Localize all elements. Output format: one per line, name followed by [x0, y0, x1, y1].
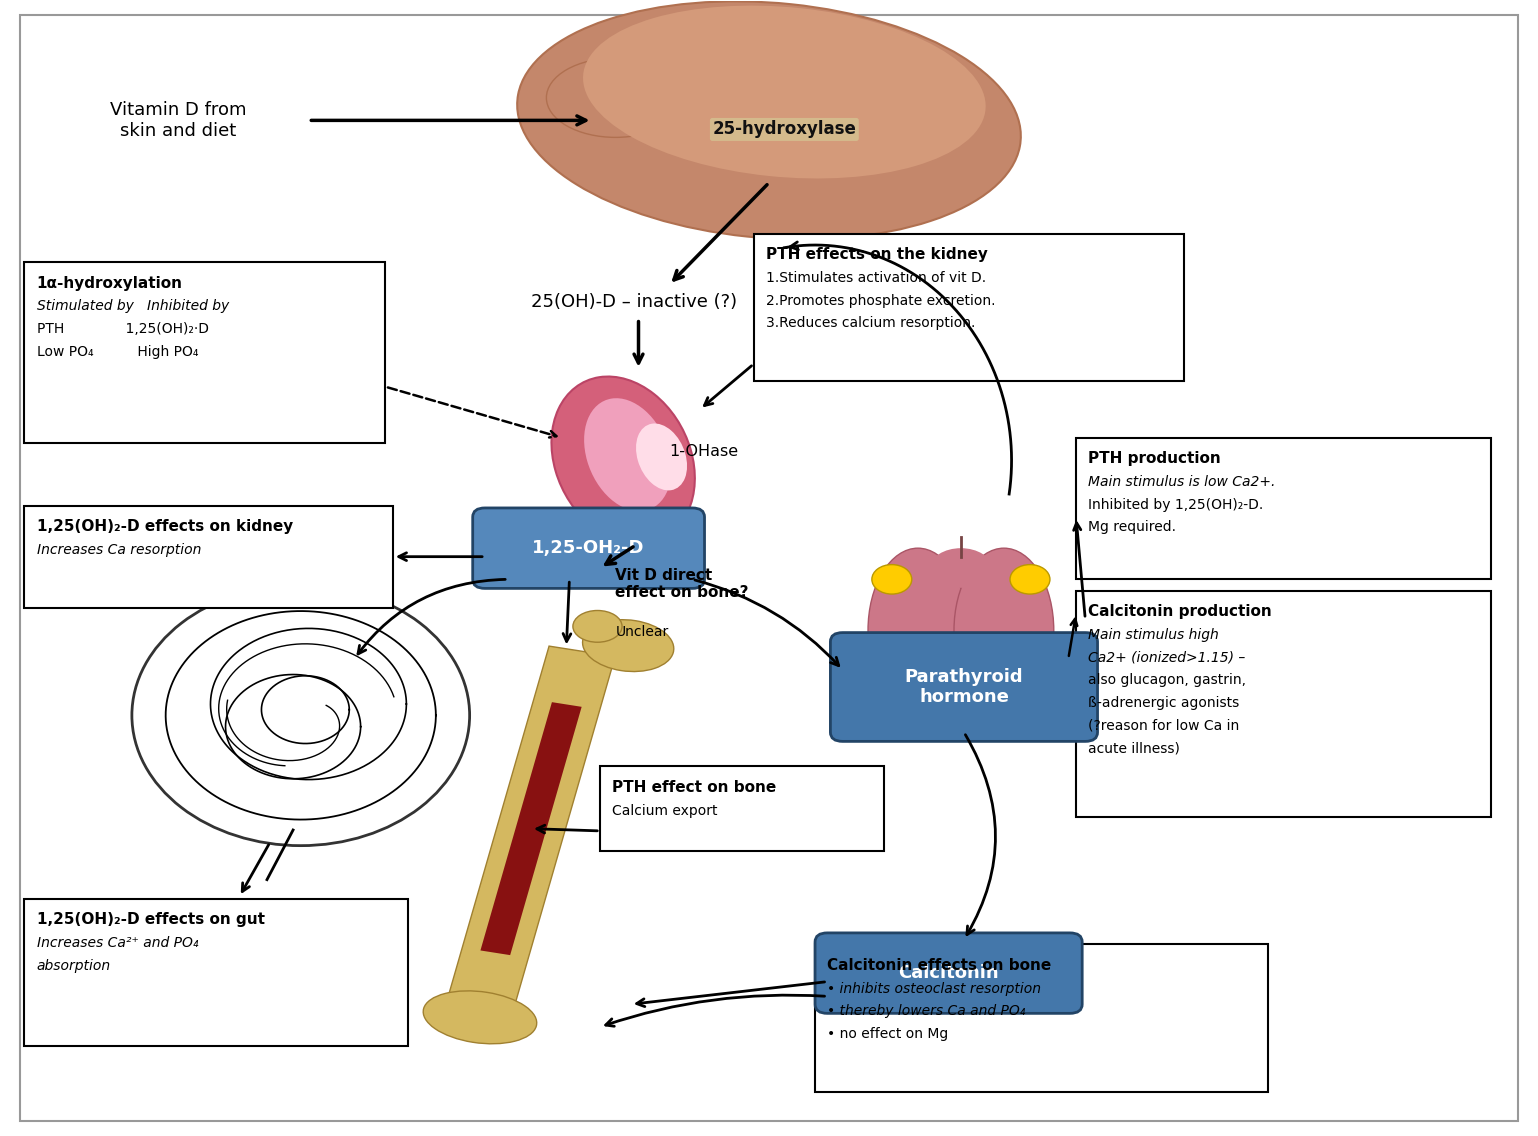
- Ellipse shape: [954, 549, 1054, 712]
- Text: Unclear: Unclear: [615, 625, 669, 638]
- Text: Increases Ca²⁺ and PO₄: Increases Ca²⁺ and PO₄: [37, 936, 198, 951]
- Ellipse shape: [517, 1, 1021, 240]
- Text: • inhibits osteoclast resorption: • inhibits osteoclast resorption: [827, 982, 1041, 995]
- Text: Calcium export: Calcium export: [612, 803, 718, 818]
- Text: 1,25-OH₂-D: 1,25-OH₂-D: [532, 540, 644, 557]
- FancyBboxPatch shape: [815, 933, 1083, 1013]
- Ellipse shape: [583, 6, 986, 178]
- Text: Main stimulus high: Main stimulus high: [1089, 628, 1220, 642]
- Circle shape: [1010, 565, 1050, 594]
- Text: 1α-hydroxylation: 1α-hydroxylation: [37, 276, 183, 291]
- Text: 25(OH)-D – inactive (?): 25(OH)-D – inactive (?): [531, 293, 737, 310]
- Text: also glucagon, gastrin,: also glucagon, gastrin,: [1089, 674, 1246, 687]
- Circle shape: [872, 565, 912, 594]
- Text: PTH effect on bone: PTH effect on bone: [612, 780, 777, 795]
- Text: Vitamin D from
skin and diet: Vitamin D from skin and diet: [109, 101, 246, 140]
- FancyBboxPatch shape: [831, 633, 1098, 742]
- Text: (?reason for low Ca in: (?reason for low Ca in: [1089, 719, 1240, 733]
- FancyBboxPatch shape: [25, 262, 384, 443]
- Text: Stimulated by   Inhibited by: Stimulated by Inhibited by: [37, 300, 229, 314]
- Ellipse shape: [867, 549, 967, 712]
- Text: Calcitonin: Calcitonin: [898, 964, 1000, 983]
- FancyBboxPatch shape: [754, 234, 1184, 381]
- Text: Vit D direct
effect on bone?: Vit D direct effect on bone?: [615, 568, 749, 601]
- Text: Low PO₄          High PO₄: Low PO₄ High PO₄: [37, 344, 198, 359]
- Polygon shape: [448, 646, 615, 1011]
- Ellipse shape: [637, 424, 687, 491]
- Ellipse shape: [132, 585, 469, 845]
- Ellipse shape: [584, 399, 672, 511]
- Text: acute illness): acute illness): [1089, 742, 1180, 755]
- Text: ß-adrenergic agonists: ß-adrenergic agonists: [1089, 696, 1240, 710]
- FancyBboxPatch shape: [815, 944, 1267, 1092]
- Text: Calcitonin production: Calcitonin production: [1089, 604, 1272, 619]
- FancyBboxPatch shape: [25, 506, 392, 608]
- Text: Parathyroid
hormone: Parathyroid hormone: [904, 668, 1023, 707]
- Ellipse shape: [546, 58, 684, 137]
- FancyBboxPatch shape: [472, 508, 704, 588]
- Ellipse shape: [583, 620, 674, 671]
- Ellipse shape: [930, 549, 992, 587]
- FancyBboxPatch shape: [1077, 591, 1490, 817]
- Text: 1-OHase: 1-OHase: [669, 444, 738, 459]
- FancyBboxPatch shape: [25, 899, 408, 1046]
- Ellipse shape: [552, 376, 695, 544]
- Text: PTH effects on the kidney: PTH effects on the kidney: [766, 248, 987, 262]
- Text: PTH production: PTH production: [1089, 451, 1221, 466]
- Text: 1.Stimulates activation of vit D.: 1.Stimulates activation of vit D.: [766, 272, 986, 285]
- Polygon shape: [480, 702, 581, 955]
- Circle shape: [1010, 633, 1050, 662]
- Text: 1,25(OH)₂-D effects on gut: 1,25(OH)₂-D effects on gut: [37, 912, 265, 927]
- Text: 3.Reduces calcium resorption.: 3.Reduces calcium resorption.: [766, 317, 975, 331]
- Text: • no effect on Mg: • no effect on Mg: [827, 1027, 949, 1041]
- FancyBboxPatch shape: [1077, 437, 1490, 579]
- Text: Main stimulus is low Ca2+.: Main stimulus is low Ca2+.: [1089, 475, 1275, 490]
- Text: absorption: absorption: [37, 959, 111, 972]
- FancyBboxPatch shape: [600, 767, 884, 851]
- Text: 1,25(OH)₂-D effects on kidney: 1,25(OH)₂-D effects on kidney: [37, 519, 292, 534]
- Text: • thereby lowers Ca and PO₄: • thereby lowers Ca and PO₄: [827, 1004, 1026, 1018]
- Text: Inhibited by 1,25(OH)₂-D.: Inhibited by 1,25(OH)₂-D.: [1089, 498, 1264, 511]
- Circle shape: [872, 633, 912, 662]
- Text: Calcitonin effects on bone: Calcitonin effects on bone: [827, 958, 1052, 972]
- Text: Ca2+ (ionized>1.15) –: Ca2+ (ionized>1.15) –: [1089, 651, 1246, 665]
- Ellipse shape: [423, 991, 537, 1044]
- Text: Mg required.: Mg required.: [1089, 520, 1177, 534]
- Ellipse shape: [572, 610, 621, 642]
- Text: 25-hydroxylase: 25-hydroxylase: [712, 120, 857, 139]
- Text: Increases Ca resorption: Increases Ca resorption: [37, 543, 201, 557]
- FancyBboxPatch shape: [20, 15, 1518, 1121]
- Text: PTH              1,25(OH)₂·D: PTH 1,25(OH)₂·D: [37, 323, 209, 336]
- Text: 2.Promotes phosphate excretion.: 2.Promotes phosphate excretion.: [766, 294, 995, 308]
